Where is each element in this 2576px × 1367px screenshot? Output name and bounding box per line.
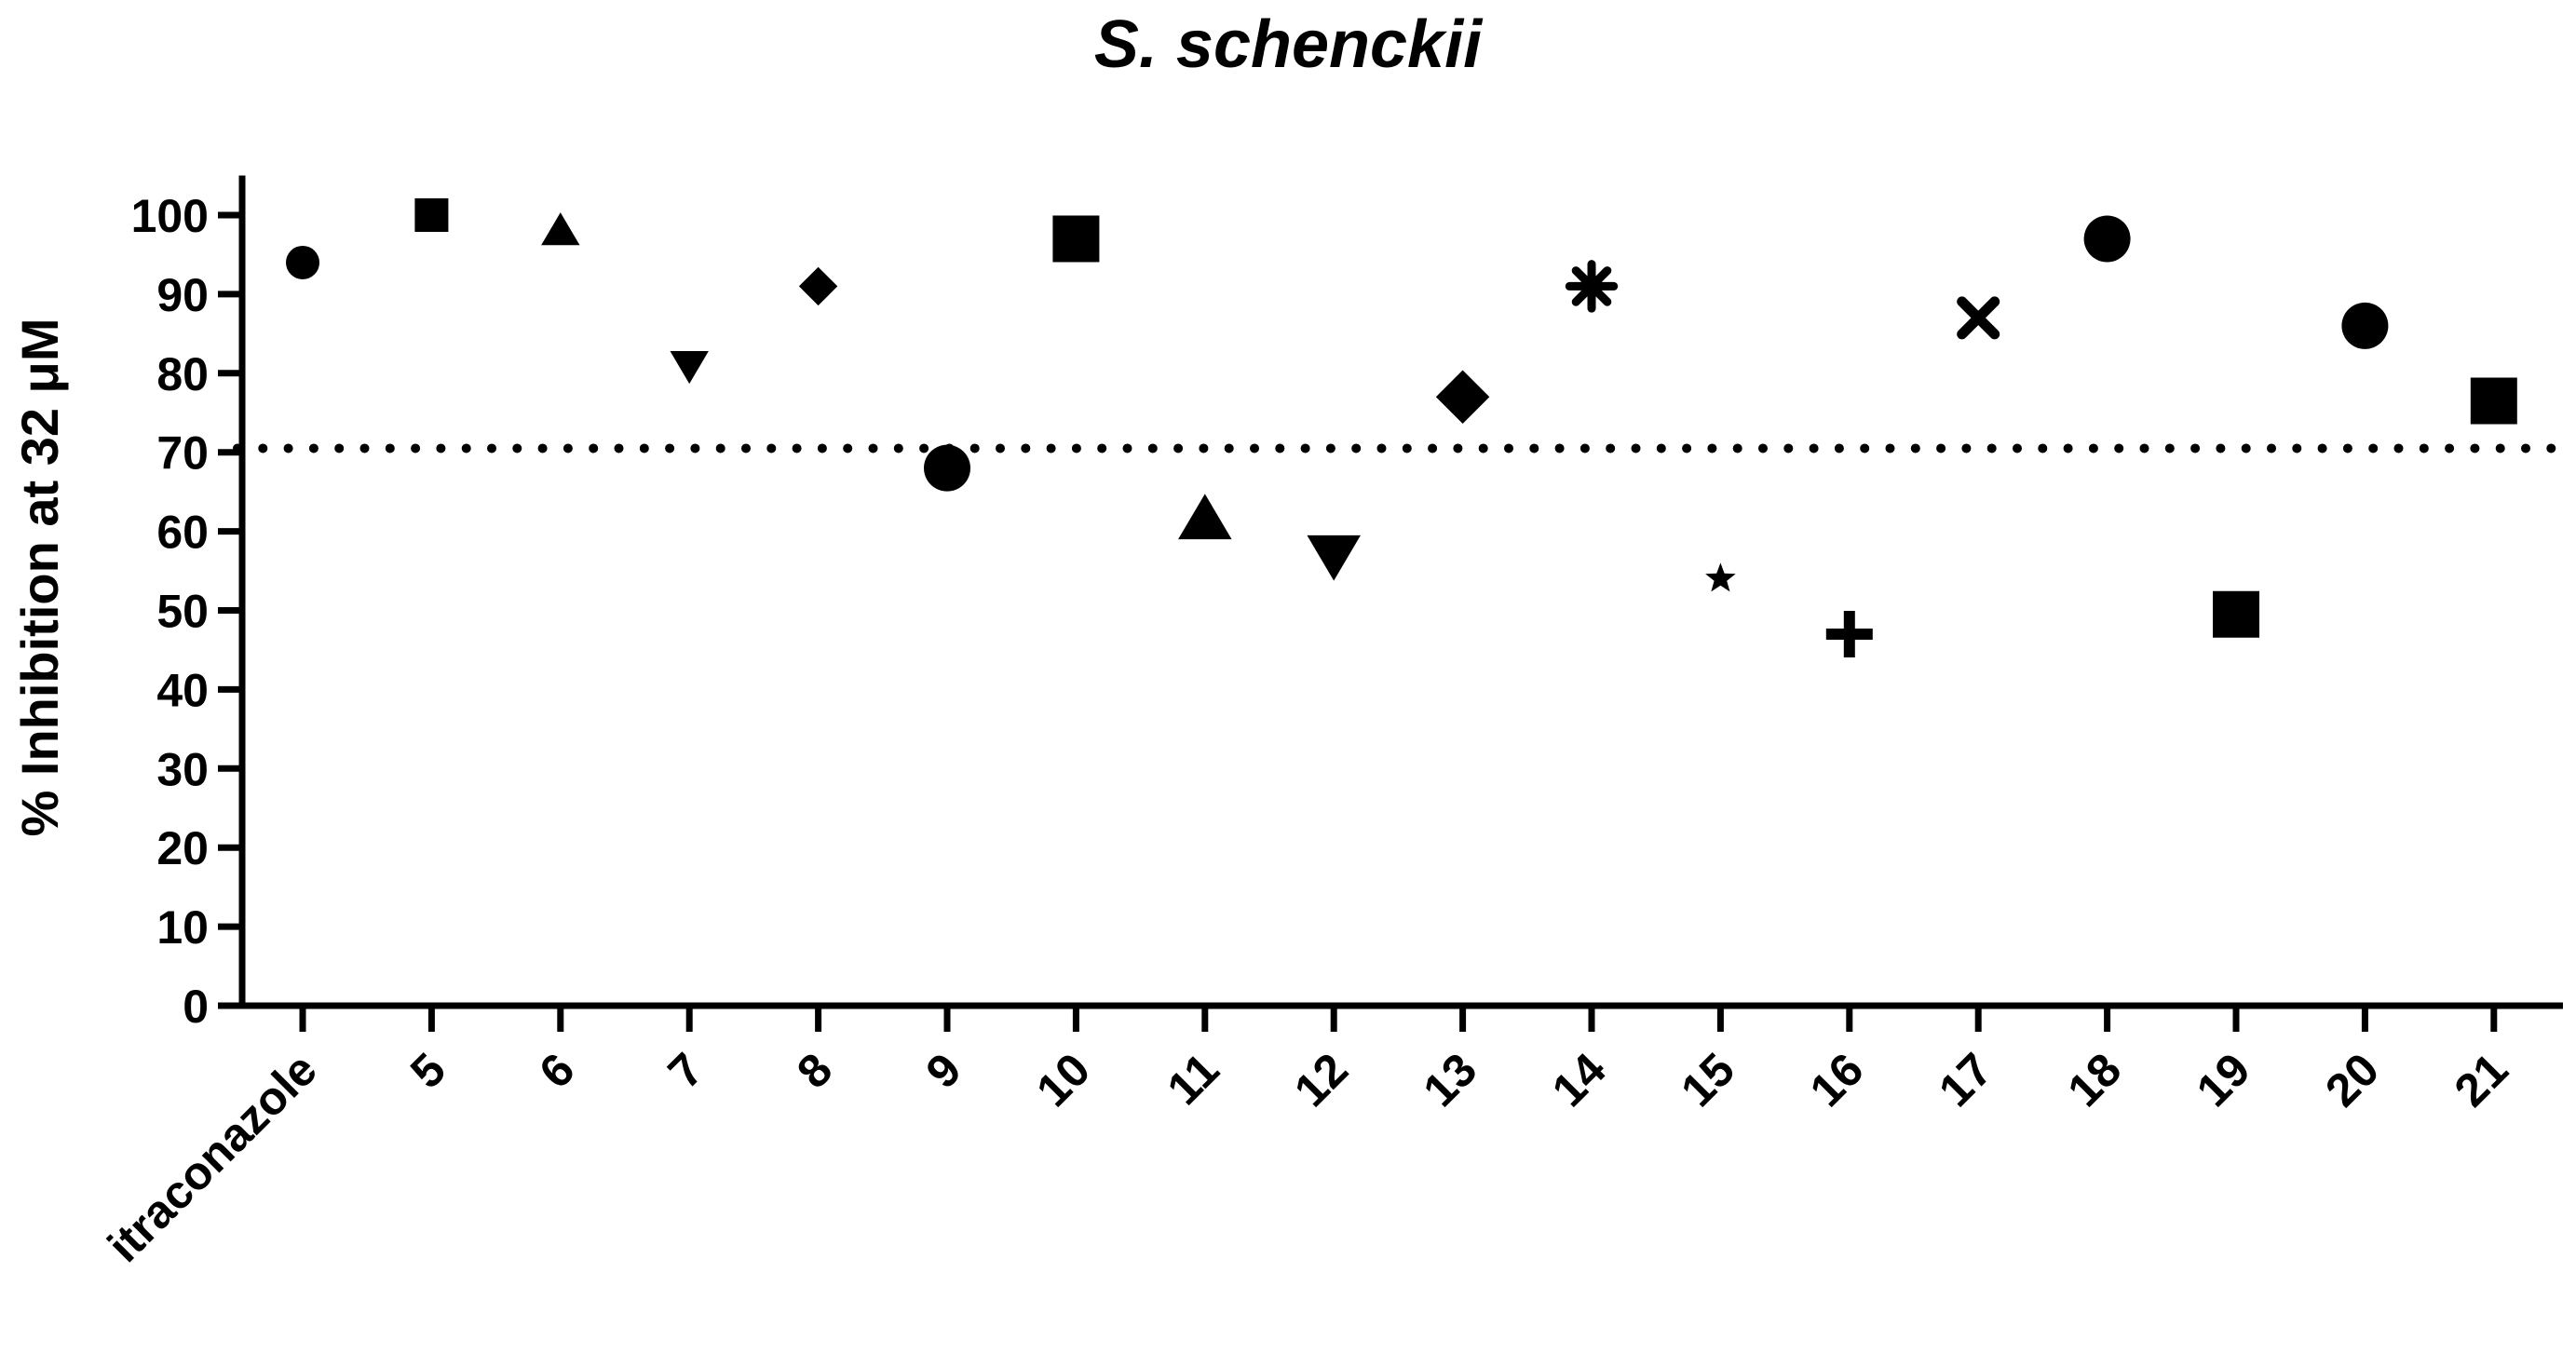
data-point-12 [1307, 535, 1361, 581]
x-tick-label: 16 [1800, 1043, 1874, 1117]
data-point-6 [541, 212, 580, 246]
x-tick-label: 13 [1413, 1043, 1486, 1117]
y-tick-label: 70 [156, 427, 209, 480]
x-tick-label: 5 [400, 1043, 455, 1098]
data-point-19 [2213, 590, 2259, 638]
x-tick-label: 14 [1542, 1043, 1616, 1117]
x-tick-label: 6 [529, 1043, 584, 1098]
x-tick-label: 7 [658, 1043, 713, 1098]
x-tick-label: 12 [1284, 1043, 1358, 1117]
x-tick-label: 15 [1671, 1043, 1744, 1117]
data-point-18 [2083, 215, 2131, 263]
y-axis-label: % Inhibition at 32 μM [10, 318, 69, 837]
y-tick-label: 50 [156, 586, 209, 638]
data-point-7 [670, 351, 709, 385]
y-tick-label: 0 [183, 981, 209, 1033]
x-tick-label: 10 [1026, 1043, 1100, 1117]
y-tick-label: 30 [156, 743, 209, 795]
data-points [286, 198, 2517, 657]
x-tick-label: 17 [1929, 1043, 2002, 1117]
x-axis: itraconazole 5 6 7 8 9 10 11 12 13 14 15 16 17 18 19 20 2… [98, 1002, 2563, 1272]
x-tick-label: 11 [1158, 1043, 1229, 1115]
data-point-20 [2341, 302, 2389, 349]
x-tick-label: 20 [2315, 1043, 2389, 1117]
asterisk-core [1580, 276, 1603, 297]
x-tick-label: itraconazole [98, 1043, 327, 1272]
data-point-21 [2470, 377, 2517, 425]
y-tick-label: 10 [156, 901, 209, 954]
y-axis: 0 10 20 30 40 50 60 70 80 90 100 [131, 175, 246, 1033]
x-tick-label: 8 [787, 1043, 842, 1098]
data-point-13 [1435, 370, 1490, 425]
data-point-15 [1705, 562, 1736, 592]
data-point-9 [924, 444, 970, 492]
data-point-17 [1957, 296, 2000, 340]
x-tick-label: 21 [2445, 1043, 2518, 1117]
data-point-itraconazole [286, 245, 319, 279]
cross-stroke-b [1957, 296, 2000, 340]
data-point-8 [798, 266, 838, 306]
y-tick-label: 20 [156, 822, 209, 874]
x-tick-label: 19 [2187, 1043, 2260, 1117]
x-tick-label: 18 [2057, 1043, 2131, 1117]
y-tick-label: 40 [156, 664, 209, 716]
y-tick-label: 100 [131, 190, 209, 242]
chart-title: S. schenckii [1094, 7, 1484, 82]
data-point-16 [1825, 610, 1873, 657]
data-point-5 [414, 198, 449, 232]
y-tick-label: 80 [156, 348, 209, 400]
x-tick-label: 9 [916, 1043, 971, 1098]
y-tick-label: 90 [156, 269, 209, 321]
y-tick-label: 60 [156, 507, 209, 559]
data-point-11 [1178, 494, 1232, 540]
data-point-10 [1052, 215, 1100, 263]
data-point-14 [1565, 260, 1619, 313]
